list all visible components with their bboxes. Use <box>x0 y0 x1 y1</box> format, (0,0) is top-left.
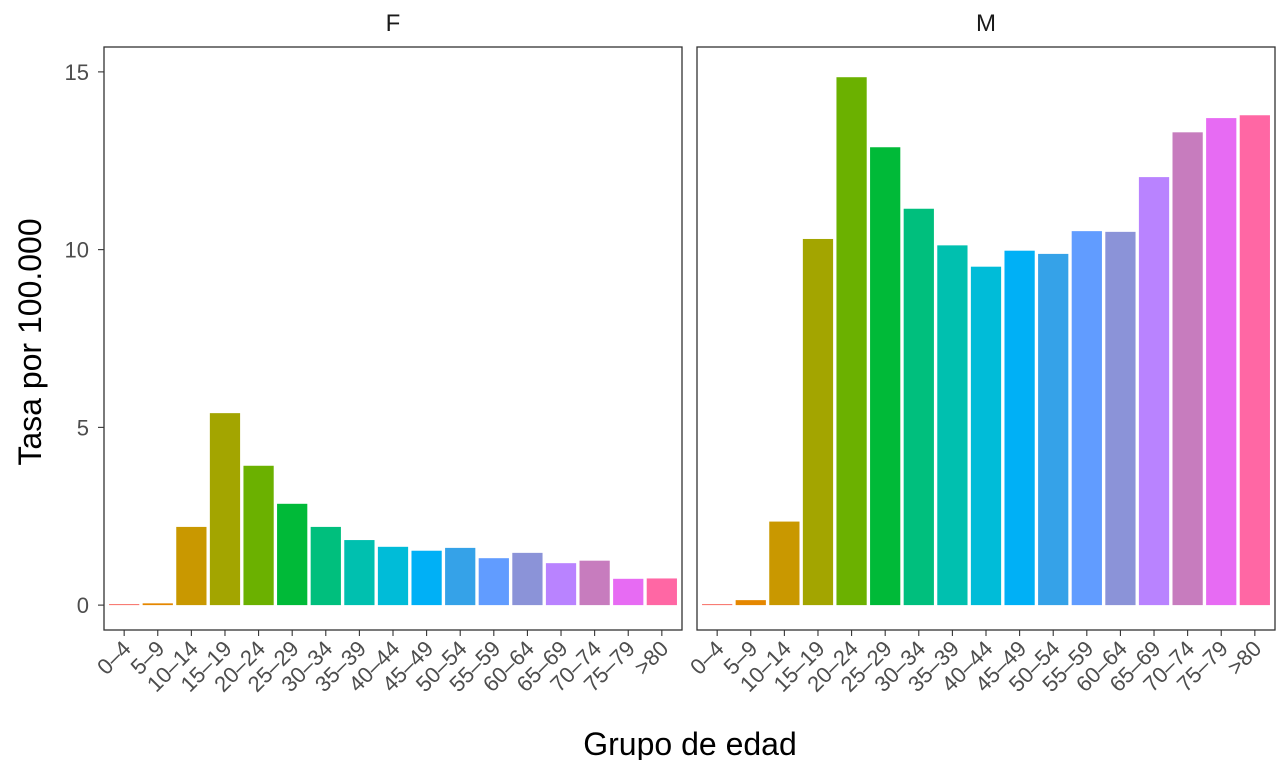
bar-F-16 <box>646 578 677 606</box>
bar-F-12 <box>512 552 543 606</box>
y-axis-title: Tasa por 100.000 <box>12 218 48 465</box>
bar-M-11 <box>1071 231 1102 606</box>
bar-F-0 <box>109 604 140 606</box>
facet-panel-F: F0–45–910–1415–1920–2425–2930–3435–3940–… <box>92 10 683 697</box>
y-tick-label: 10 <box>65 238 89 263</box>
bar-M-14 <box>1172 132 1203 606</box>
bar-M-1 <box>735 600 766 606</box>
bar-F-8 <box>377 546 409 606</box>
bar-F-13 <box>545 563 577 606</box>
y-axis: 0 5 10 15 <box>65 60 104 618</box>
bar-F-3 <box>209 413 241 606</box>
bar-M-12 <box>1105 231 1136 606</box>
facet-panels: F0–45–910–1415–1920–2425–2930–3435–3940–… <box>92 10 1276 697</box>
bar-F-7 <box>344 540 375 606</box>
facet-strip-label: F <box>386 10 401 37</box>
y-tick-label: 15 <box>65 60 89 85</box>
bar-F-9 <box>411 550 442 606</box>
bar-M-16 <box>1239 115 1270 606</box>
y-tick-label: 5 <box>77 415 89 440</box>
y-tick-label: 0 <box>77 593 89 618</box>
facet-panel-M: M0–45–910–1415–1920–2425–2930–3435–3940–… <box>685 10 1276 697</box>
x-axis-title: Grupo de edad <box>583 726 797 760</box>
bar-F-4 <box>243 465 274 606</box>
bar-F-10 <box>445 547 476 606</box>
bar-F-5 <box>277 503 308 606</box>
bar-M-7 <box>937 245 968 606</box>
x-tick-label: >80 <box>629 636 673 680</box>
bar-M-15 <box>1206 118 1237 606</box>
bar-M-5 <box>870 147 901 606</box>
bar-M-4 <box>836 77 867 606</box>
bar-F-11 <box>478 558 509 606</box>
facet-strip-label: M <box>976 10 996 37</box>
bar-M-8 <box>970 266 1002 606</box>
bar-M-10 <box>1038 253 1069 606</box>
bar-M-2 <box>769 521 800 606</box>
bar-F-15 <box>613 578 644 606</box>
x-tick-label: >80 <box>1222 636 1266 680</box>
bar-M-9 <box>1004 250 1035 606</box>
bar-M-13 <box>1138 177 1170 606</box>
bar-F-6 <box>310 526 341 606</box>
bar-F-1 <box>142 603 173 606</box>
bar-F-2 <box>176 526 207 606</box>
bar-M-0 <box>702 604 733 606</box>
bar-M-3 <box>802 238 834 606</box>
bar-F-14 <box>579 560 610 606</box>
bar-M-6 <box>903 208 934 606</box>
